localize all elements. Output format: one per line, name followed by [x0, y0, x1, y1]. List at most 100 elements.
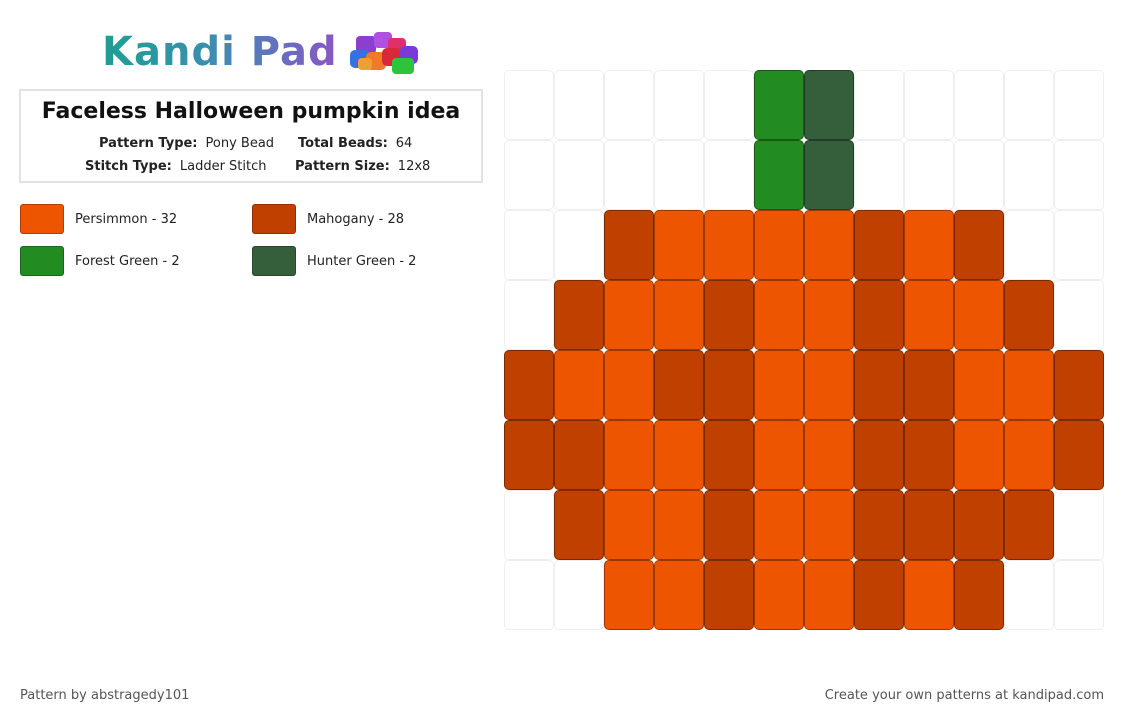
bead — [504, 350, 554, 420]
empty-cell — [1004, 70, 1054, 140]
bead — [804, 420, 854, 490]
bead — [654, 210, 704, 280]
bead — [954, 420, 1004, 490]
empty-cell — [504, 140, 554, 210]
bead — [554, 490, 604, 560]
bead — [804, 70, 854, 140]
empty-cell — [1054, 490, 1104, 560]
empty-cell — [654, 140, 704, 210]
pattern-type: Pattern Type: Pony Bead — [99, 136, 274, 151]
bead — [554, 350, 604, 420]
bead — [654, 350, 704, 420]
total-beads-label: Total Beads: — [298, 136, 388, 151]
pattern-size-value: 12x8 — [397, 159, 431, 174]
bead — [604, 490, 654, 560]
bead — [704, 350, 754, 420]
empty-cell — [1004, 560, 1054, 630]
empty-cell — [704, 70, 754, 140]
empty-cell — [1004, 210, 1054, 280]
bead — [804, 350, 854, 420]
bead — [854, 420, 904, 490]
stitch-type-label: Stitch Type: — [85, 159, 172, 174]
bead — [604, 560, 654, 630]
bead — [754, 210, 804, 280]
total-beads: Total Beads: 64 — [298, 136, 412, 151]
bead — [654, 560, 704, 630]
empty-cell — [654, 70, 704, 140]
empty-cell — [954, 70, 1004, 140]
legend-label: Hunter Green - 2 — [307, 253, 417, 269]
create-patterns-link[interactable]: Create your own patterns at kandipad.com — [824, 688, 1104, 703]
empty-cell — [1054, 70, 1104, 140]
empty-cell — [504, 490, 554, 560]
total-beads-value: 64 — [395, 136, 413, 151]
empty-cell — [554, 140, 604, 210]
bead — [954, 560, 1004, 630]
empty-cell — [854, 140, 904, 210]
bead — [954, 280, 1004, 350]
bead — [1004, 350, 1054, 420]
empty-cell — [504, 70, 554, 140]
bead — [854, 210, 904, 280]
bead-pattern-grid — [504, 70, 1104, 630]
pattern-credit: Pattern by abstragedy101 — [20, 688, 190, 703]
bead — [854, 560, 904, 630]
empty-cell — [554, 70, 604, 140]
stitch-type-value: Ladder Stitch — [179, 159, 267, 174]
bead — [604, 210, 654, 280]
bead — [754, 140, 804, 210]
bead — [804, 560, 854, 630]
pattern-title: Faceless Halloween pumpkin idea — [41, 99, 461, 124]
bead — [754, 280, 804, 350]
empty-cell — [904, 140, 954, 210]
bead — [704, 490, 754, 560]
empty-cell — [904, 70, 954, 140]
legend-label: Persimmon - 32 — [75, 211, 178, 227]
bead — [954, 490, 1004, 560]
bead — [804, 140, 854, 210]
empty-cell — [1054, 280, 1104, 350]
pattern-info-card: Faceless Halloween pumpkin idea Pattern … — [19, 89, 483, 183]
bead — [904, 280, 954, 350]
bead — [1004, 490, 1054, 560]
pattern-size: Pattern Size: 12x8 — [295, 159, 430, 174]
bead — [754, 350, 804, 420]
bead — [754, 420, 804, 490]
bead — [654, 420, 704, 490]
bead — [954, 350, 1004, 420]
empty-cell — [604, 70, 654, 140]
legend-label: Forest Green - 2 — [75, 253, 180, 269]
empty-cell — [554, 560, 604, 630]
bead — [554, 420, 604, 490]
bead — [904, 560, 954, 630]
bead — [554, 280, 604, 350]
bead — [854, 280, 904, 350]
color-swatch — [20, 246, 64, 276]
bead — [654, 490, 704, 560]
legend-label: Mahogany - 28 — [307, 211, 405, 227]
empty-cell — [1054, 210, 1104, 280]
bead — [804, 490, 854, 560]
pattern-type-label: Pattern Type: — [99, 136, 198, 151]
legend-item-forest-green: Forest Green - 2 — [20, 245, 180, 277]
empty-cell — [504, 280, 554, 350]
bead — [804, 280, 854, 350]
bead — [604, 420, 654, 490]
bead — [654, 280, 704, 350]
empty-cell — [554, 210, 604, 280]
bead — [1004, 280, 1054, 350]
bead — [704, 280, 754, 350]
kandi-pad-logo[interactable]: Kandi Pad — [102, 26, 424, 78]
empty-cell — [1054, 560, 1104, 630]
bead — [504, 420, 554, 490]
bead — [854, 490, 904, 560]
pattern-size-label: Pattern Size: — [295, 159, 390, 174]
bead — [904, 210, 954, 280]
bead — [704, 210, 754, 280]
empty-cell — [504, 560, 554, 630]
color-swatch — [252, 246, 296, 276]
empty-cell — [1004, 140, 1054, 210]
bead — [904, 490, 954, 560]
bead — [904, 420, 954, 490]
pattern-type-value: Pony Bead — [205, 136, 275, 151]
